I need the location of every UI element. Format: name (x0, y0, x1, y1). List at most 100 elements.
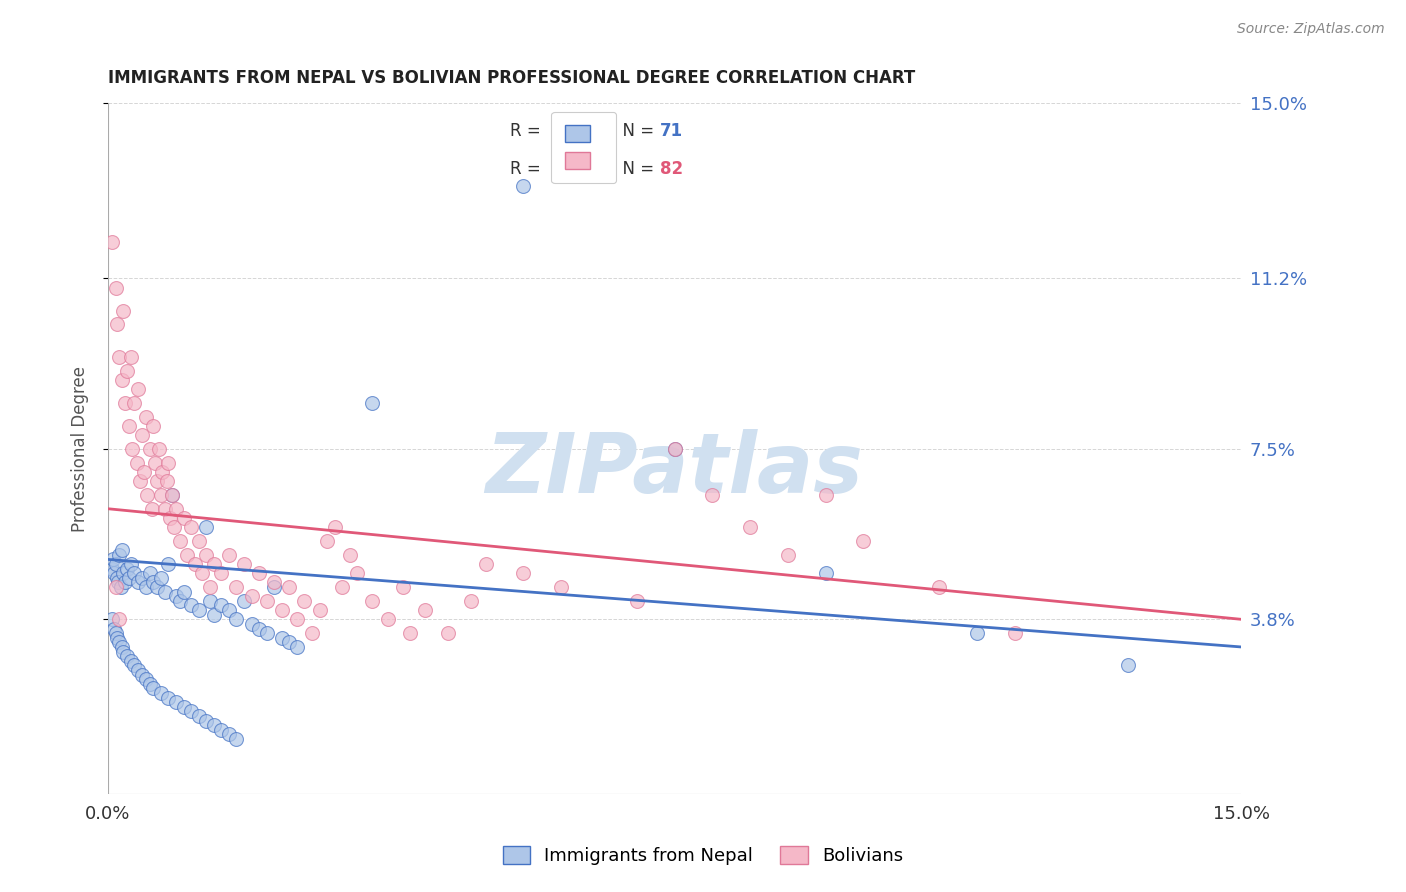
Point (169, 594, 191, 608)
Point (702, 488, 724, 502)
Point (149, 488, 172, 502)
Point (163, 520, 186, 534)
Point (1004, 626, 1026, 640)
Point (160, 488, 183, 502)
Point (157, 690, 180, 705)
Point (165, 501, 187, 516)
Point (173, 584, 195, 599)
Point (184, 557, 207, 571)
Point (142, 575, 165, 590)
Point (195, 548, 218, 562)
Point (165, 695, 187, 709)
Text: N =: N = (612, 160, 659, 178)
Point (173, 511, 195, 525)
Point (100, 561, 122, 575)
Point (110, 580, 132, 594)
Point (285, 640, 308, 654)
Point (135, 409, 157, 424)
Point (198, 594, 221, 608)
Point (187, 709, 209, 723)
Point (108, 350, 131, 364)
Point (391, 580, 413, 594)
Point (202, 557, 225, 571)
Point (153, 584, 176, 599)
Point (165, 589, 187, 603)
Point (142, 418, 165, 433)
Point (270, 631, 292, 645)
Point (361, 396, 384, 410)
Point (195, 714, 218, 728)
Text: R =: R = (510, 160, 547, 178)
Point (131, 667, 153, 681)
Point (118, 418, 141, 433)
Point (278, 580, 301, 594)
Point (138, 442, 160, 456)
Point (330, 580, 353, 594)
Point (316, 533, 339, 548)
Point (135, 580, 157, 594)
Point (209, 566, 232, 581)
Point (966, 626, 988, 640)
Point (169, 533, 191, 548)
Point (108, 635, 131, 649)
Point (361, 594, 384, 608)
Point (138, 677, 160, 691)
Point (202, 718, 225, 732)
Point (928, 580, 950, 594)
Point (512, 566, 534, 581)
Point (437, 626, 460, 640)
Point (138, 566, 160, 581)
Point (776, 548, 799, 562)
Point (233, 594, 256, 608)
Point (134, 465, 156, 479)
Point (105, 571, 128, 585)
Point (156, 474, 179, 488)
Point (153, 501, 176, 516)
Point (104, 280, 127, 294)
Point (176, 548, 198, 562)
Point (852, 533, 875, 548)
Point (120, 350, 142, 364)
Text: Source: ZipAtlas.com: Source: ZipAtlas.com (1237, 22, 1385, 37)
Point (740, 520, 762, 534)
Point (104, 626, 127, 640)
Point (294, 594, 316, 608)
Legend: Immigrants from Nepal, Bolivians: Immigrants from Nepal, Bolivians (494, 837, 912, 874)
Point (121, 442, 143, 456)
Point (159, 511, 181, 525)
Point (104, 580, 127, 594)
Point (256, 626, 278, 640)
Point (187, 603, 209, 617)
Point (399, 626, 422, 640)
Point (149, 571, 172, 585)
Point (270, 603, 292, 617)
Point (263, 575, 285, 590)
Point (149, 686, 172, 700)
Text: IMMIGRANTS FROM NEPAL VS BOLIVIAN PROFESSIONAL DEGREE CORRELATION CHART: IMMIGRANTS FROM NEPAL VS BOLIVIAN PROFES… (108, 69, 915, 87)
Point (114, 575, 136, 590)
Text: 71: 71 (659, 122, 683, 140)
Point (103, 552, 125, 566)
Point (218, 603, 240, 617)
Point (118, 571, 141, 585)
Point (814, 566, 837, 581)
Point (301, 626, 323, 640)
Point (142, 681, 165, 696)
Point (105, 318, 128, 332)
Point (218, 548, 240, 562)
Point (323, 520, 346, 534)
Point (141, 501, 163, 516)
Point (180, 520, 202, 534)
Point (115, 649, 138, 664)
Point (240, 616, 263, 631)
Point (664, 442, 686, 456)
Text: R =: R = (510, 122, 547, 140)
Point (225, 612, 247, 626)
Point (146, 580, 169, 594)
Point (107, 575, 129, 590)
Point (146, 474, 169, 488)
Text: -0.180: -0.180 (555, 160, 614, 178)
Point (191, 566, 214, 581)
Point (278, 635, 301, 649)
Point (157, 456, 180, 470)
